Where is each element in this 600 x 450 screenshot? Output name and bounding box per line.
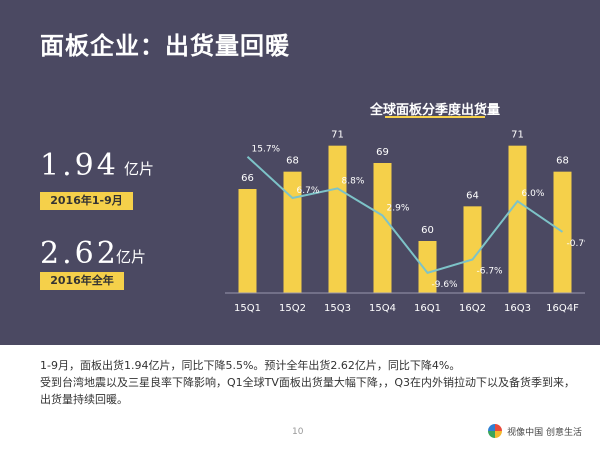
brand: 视像中国 创意生活 [488,424,582,438]
description-line-2: 受到台湾地震以及三星良率下降影响，Q1全球TV面板出货量大幅下降，，Q3在内外销… [40,376,576,406]
growth-label-15Q1: 15.7% [252,145,281,155]
growth-label-16Q2: -6.7% [477,267,504,277]
description-line-1: 1-9月，面板出货1.94亿片，同比下降5.5%。预计全年出货2.62亿片，同比… [40,359,461,372]
growth-label-15Q3: 8.8% [342,176,365,186]
stat-value-year: 2.62 [40,236,119,271]
bar-15Q4 [373,163,392,293]
x-tick-label-16Q3: 16Q3 [504,303,531,314]
bar-label-16Q2: 64 [466,190,479,201]
bar-label-15Q3: 71 [331,130,344,141]
stat-value-ytd: 1.94 [40,148,119,183]
x-tick-label-16Q1: 16Q1 [414,303,441,314]
description: 1-9月，面板出货1.94亿片，同比下降5.5%。预计全年出货2.62亿片，同比… [40,357,580,408]
stat-badge-ytd: 2016年1-9月 [40,192,133,210]
page-number: 10 [292,427,304,437]
bar-label-16Q4F: 68 [556,156,569,167]
chart-title-underline [385,116,485,118]
bar-16Q4F [553,171,572,293]
bar-16Q1 [418,241,437,293]
growth-label-16Q1: -9.6% [432,280,459,290]
chart-title: 全球面板分季度出货量 [369,103,500,118]
bar-label-15Q4: 69 [376,147,389,158]
shipment-chart: 66 68 71 69 60 64 71 68 15Q1 15Q2 15Q3 15Q4 16Q1 16Q2… [225,130,586,314]
x-tick-label-15Q1: 15Q1 [234,303,261,314]
growth-label-16Q3: 6.0% [522,189,545,199]
x-tick-label-16Q2: 16Q2 [459,303,486,314]
growth-label-16Q4F: -0.7% [567,239,586,249]
bar-15Q2 [283,171,302,293]
page-title: 面板企业：出货量回暖 [40,32,290,60]
growth-label-15Q2: 6.7% [297,186,320,196]
bar-label-16Q3: 71 [511,130,524,141]
bar-16Q3 [508,145,527,293]
stat-unit-year: 亿片 [116,248,147,266]
growth-label-15Q4: 2.9% [387,203,410,213]
bar-15Q3 [328,145,347,293]
x-tick-label-15Q2: 15Q2 [279,303,306,314]
bar-15Q1 [238,189,257,293]
x-tick-label-15Q4: 15Q4 [369,303,396,314]
brand-logo-icon [488,424,503,438]
brand-text: 视像中国 创意生活 [507,427,582,438]
x-tick-label-16Q4F: 16Q4F [546,303,579,314]
x-tick-label-15Q3: 15Q3 [324,303,351,314]
bar-label-15Q1: 66 [241,173,254,184]
bar-label-15Q2: 68 [286,156,299,167]
stat-badge-year: 2016年全年 [40,272,124,290]
stat-unit-ytd: 亿片 [124,160,155,178]
bar-label-16Q1: 60 [421,225,434,236]
bar-16Q2 [463,206,482,293]
growth-line [246,155,564,274]
